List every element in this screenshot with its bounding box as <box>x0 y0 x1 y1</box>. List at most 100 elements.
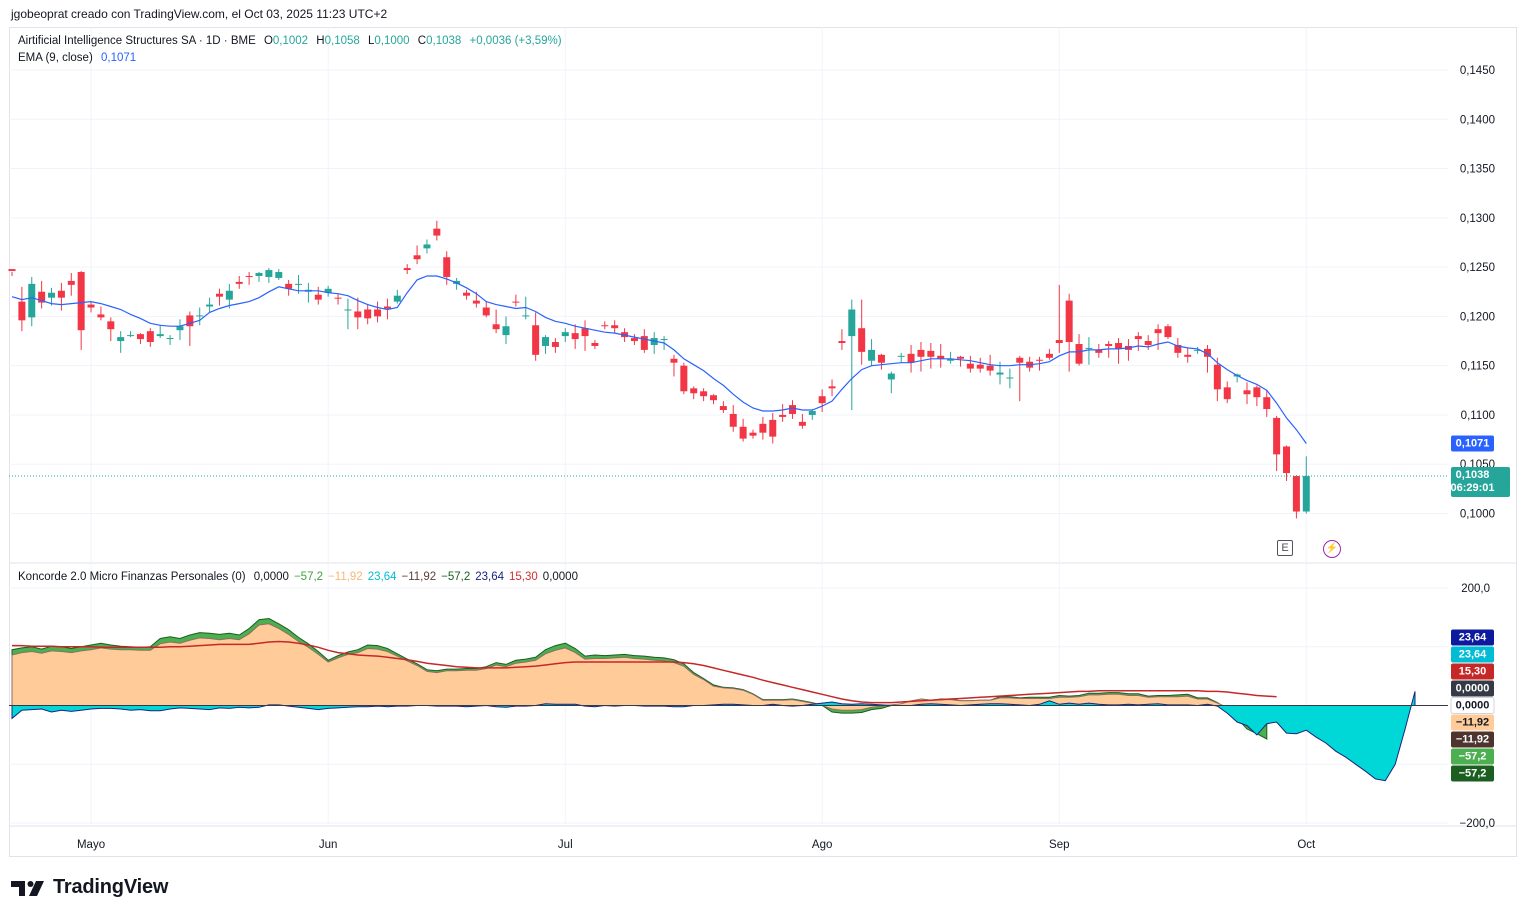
time-tick-label: Oct <box>1297 839 1316 851</box>
candle-body <box>1253 387 1261 398</box>
candle-body <box>393 295 401 302</box>
candle-body <box>828 386 836 389</box>
candle-body <box>364 309 372 319</box>
indicator-value-label-text: −11,92 <box>1456 734 1489 746</box>
candle-body <box>976 364 984 369</box>
candle-body <box>97 314 105 318</box>
candle-body <box>1223 387 1231 400</box>
indicator-pane <box>9 617 1448 782</box>
candle-body <box>937 355 945 359</box>
tradingview-logo[interactable]: TradingView <box>11 876 168 899</box>
candle-body <box>314 294 322 300</box>
candle-body <box>423 244 431 249</box>
chart-credit: jgobeoprat creado con TradingView.com, e… <box>11 7 388 21</box>
indicator-value-label-text: 23,64 <box>1459 632 1487 644</box>
candle-body <box>67 280 75 285</box>
close-value: 0,1038 <box>426 35 462 47</box>
indicator-value-label: −11,92 <box>1451 731 1494 748</box>
candle-body <box>611 325 619 329</box>
ema-value: 0,1071 <box>100 52 137 64</box>
price-tick-label: 0,1400 <box>1460 114 1495 126</box>
candle-body <box>670 358 678 363</box>
indicator-legend-value: 23,64 <box>475 571 505 583</box>
flash-icon[interactable]: ⚡ <box>1323 540 1341 558</box>
candle-body <box>28 283 36 318</box>
indicator-value-label-bg <box>1451 629 1494 646</box>
candle-body <box>8 269 16 272</box>
candle-body <box>640 336 648 350</box>
candle-body <box>1203 348 1211 357</box>
tradingview-logo-icon <box>11 880 44 896</box>
candle-body <box>136 334 144 340</box>
candle-body <box>986 365 994 371</box>
indicator-value-label-text: −57,2 <box>1459 751 1487 763</box>
time-tick-label: Jun <box>319 839 338 851</box>
candle-body <box>1243 390 1251 395</box>
indicator-value-label-text: 15,30 <box>1459 666 1487 678</box>
indicator-value-label-bg <box>1451 663 1494 680</box>
candle-body <box>996 372 1004 375</box>
indicator-legend-value: −57,2 <box>293 571 324 583</box>
candle-body <box>48 292 56 298</box>
indicator-legend-value: 0,0000 <box>542 571 578 583</box>
low-value: 0,1000 <box>374 35 410 47</box>
indicator-value-label: −57,2 <box>1451 765 1494 782</box>
earnings-icon[interactable]: E <box>1277 540 1293 556</box>
candle-body <box>1075 343 1083 364</box>
open-label: O <box>263 35 273 47</box>
candle-body <box>1213 364 1221 390</box>
candle-body <box>1184 354 1192 357</box>
candle-body <box>1292 476 1300 512</box>
ema-label[interactable]: EMA (9, close) <box>18 52 93 64</box>
price-axis: 0,10000,10500,11000,11500,12000,12500,13… <box>77 65 1495 851</box>
candle-body <box>1065 300 1073 343</box>
candle-body <box>1273 417 1281 455</box>
candle-body <box>789 405 797 414</box>
candle-body <box>235 281 243 284</box>
candle-body <box>265 270 273 277</box>
indicator-value-label-text: 0,0000 <box>1456 700 1490 712</box>
candle-body <box>561 332 569 337</box>
candle-body <box>1105 343 1113 346</box>
candle-body <box>1164 326 1172 338</box>
candle-body <box>117 337 125 342</box>
candle-body <box>285 283 293 289</box>
price-tick-label: 0,1350 <box>1460 164 1495 176</box>
candle-body <box>403 268 411 271</box>
time-tick-label: Ago <box>812 839 832 851</box>
symbol-legend[interactable]: Airtificial Intelligence Structures SA ·… <box>18 35 567 47</box>
candle-body <box>858 328 866 352</box>
candle-body <box>383 306 391 309</box>
candle-body <box>907 353 915 363</box>
candle-body <box>492 324 500 330</box>
candle-body <box>1016 357 1024 363</box>
candle-body <box>1263 397 1271 410</box>
candle-body <box>571 333 579 340</box>
candle-body <box>344 309 352 311</box>
candle-body <box>897 355 905 357</box>
indicator-title[interactable]: Koncorde 2.0 Micro Finanzas Personales (… <box>18 571 246 583</box>
indicator-value-label: 15,30 <box>1451 663 1494 680</box>
candle-body <box>255 273 263 276</box>
candle-body <box>354 311 362 318</box>
price-tick-label: 0,1000 <box>1460 509 1495 521</box>
ema-legend[interactable]: EMA (9, close) 0,1071 <box>18 52 141 64</box>
candle-body <box>245 275 253 277</box>
candle-body <box>818 396 826 404</box>
symbol-title[interactable]: Airtificial Intelligence Structures SA ·… <box>18 35 256 47</box>
candle-body <box>947 358 955 361</box>
candle-body <box>1095 349 1103 353</box>
indicator-legend[interactable]: Koncorde 2.0 Micro Finanzas Personales (… <box>18 571 583 583</box>
candle-body <box>779 414 787 417</box>
indicator-legend-value: 23,64 <box>367 571 397 583</box>
last-price-label-text: 06:29:01 <box>1450 482 1494 494</box>
candle-body <box>156 334 164 337</box>
indicator-value-label-text: −57,2 <box>1459 768 1487 780</box>
candle-body <box>522 315 530 317</box>
candle-body <box>680 365 688 392</box>
candle-body <box>700 391 708 397</box>
candle-body <box>1036 359 1044 361</box>
